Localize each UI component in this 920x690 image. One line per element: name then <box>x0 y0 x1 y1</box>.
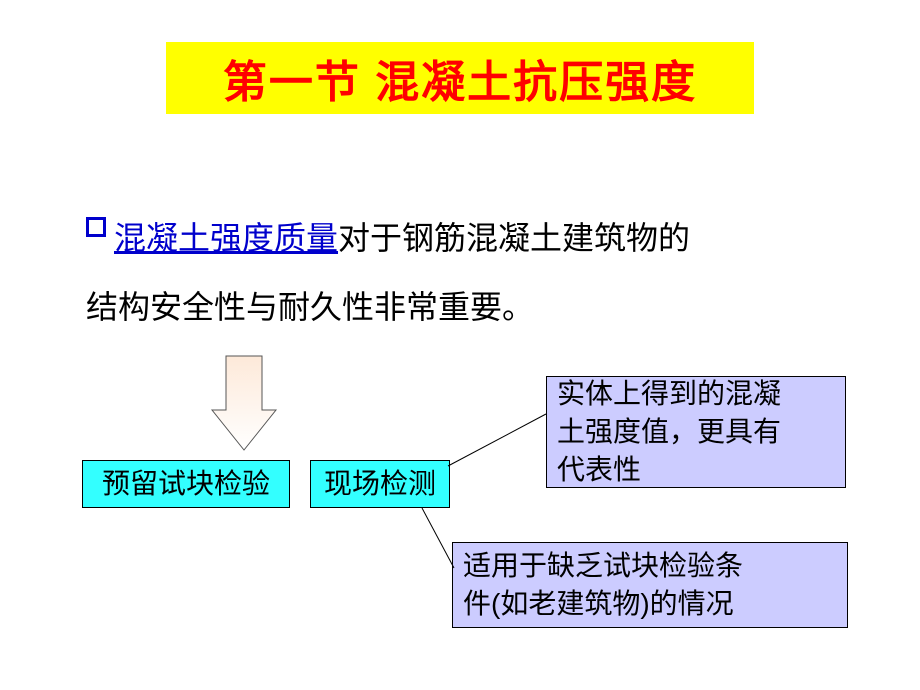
paragraph-text-wrap: 混凝土强度质量对于钢筋混凝土建筑物的 <box>114 208 690 269</box>
down-arrow-svg <box>210 354 278 454</box>
link-text: 混凝土强度质量 <box>114 220 338 256</box>
rest-text-1: 对于钢筋混凝土建筑物的 <box>338 220 690 256</box>
box-right-bottom-text: 适用于缺乏试块检验条 件(如老建筑物)的情况 <box>463 547 743 623</box>
box-left-label: 预留试块检验 <box>102 465 270 503</box>
bullet-svg <box>86 217 106 237</box>
rt-l1: 实体上得到的混凝 <box>557 375 781 413</box>
slide-title: 第一节 混凝土抗压强度 <box>223 46 697 110</box>
rt-l2: 土强度值，更具有 <box>557 413 781 451</box>
body-paragraph: 混凝土强度质量对于钢筋混凝土建筑物的 结构安全性与耐久性非常重要。 <box>86 208 834 338</box>
box-note-representative: 实体上得到的混凝 土强度值，更具有 代表性 <box>546 376 846 488</box>
box-reserved-block-test: 预留试块检验 <box>82 460 290 508</box>
box-note-applicable: 适用于缺乏试块检验条 件(如老建筑物)的情况 <box>452 542 848 628</box>
paragraph-line-2: 结构安全性与耐久性非常重要。 <box>86 277 834 338</box>
box-mid-label: 现场检测 <box>324 465 436 503</box>
bullet-square-icon <box>86 217 106 237</box>
rt-l3: 代表性 <box>557 451 781 489</box>
rb-l1: 适用于缺乏试块检验条 <box>463 547 743 585</box>
slide-title-band: 第一节 混凝土抗压强度 <box>166 42 754 114</box>
box-right-top-text: 实体上得到的混凝 土强度值，更具有 代表性 <box>557 375 781 488</box>
box-onsite-test: 现场检测 <box>310 460 450 508</box>
paragraph-line-1: 混凝土强度质量对于钢筋混凝土建筑物的 <box>86 208 834 269</box>
rb-l2: 件(如老建筑物)的情况 <box>463 585 743 623</box>
down-arrow <box>210 354 278 454</box>
